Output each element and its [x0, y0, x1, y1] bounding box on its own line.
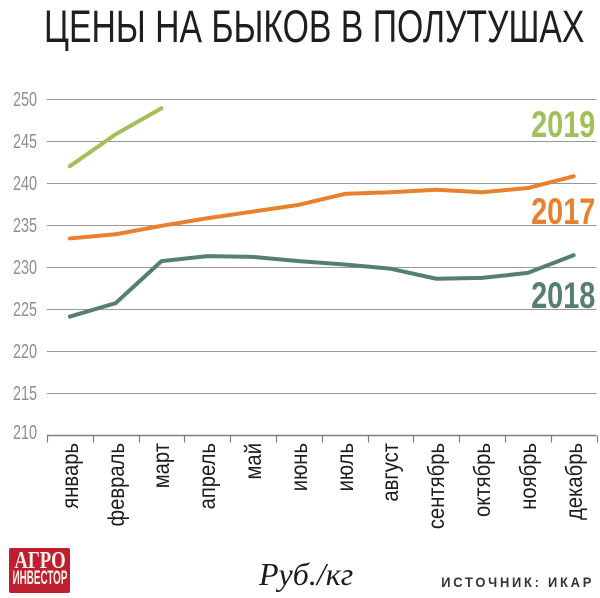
y-axis-label: 220 — [12, 340, 37, 363]
x-axis-month-label: май — [240, 442, 267, 479]
y-axis-label: 225 — [12, 298, 37, 321]
series-line-2019 — [67, 106, 164, 169]
y-axis-label: 210 — [12, 421, 37, 444]
y-axis-label: 250 — [12, 88, 37, 111]
logo-word-investor: ИНВЕСТОР — [12, 567, 67, 589]
agroinvestor-logo: АГРО ИНВЕСТОР — [9, 548, 70, 593]
source-label: ИСТОЧНИК: ИКАР — [441, 574, 594, 590]
y-axis-label: 240 — [12, 172, 37, 195]
chart-title: ЦЕНЫ НА БЫКОВ В ПОЛУТУШАХ — [44, 1, 585, 52]
y-axis-label: 215 — [12, 382, 37, 405]
series-line-2017 — [67, 174, 576, 241]
series-line-2018 — [67, 253, 576, 319]
units-label: Руб./кг — [259, 556, 354, 592]
series-label-2018: 2018 — [530, 274, 595, 316]
x-axis-month-label: декабрь — [560, 442, 587, 520]
logo-word-agro: АГРО — [13, 548, 66, 574]
y-axis-label: 245 — [12, 130, 37, 153]
y-axis-label: 230 — [12, 256, 37, 279]
y-axis-label: 235 — [12, 214, 37, 237]
series-label-2019: 2019 — [530, 103, 595, 145]
series-label-2017: 2017 — [530, 190, 595, 232]
